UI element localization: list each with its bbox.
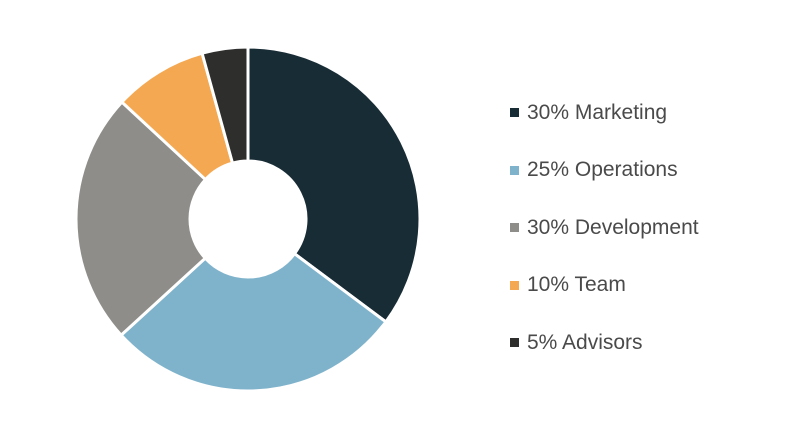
legend-label: 10% Team xyxy=(527,273,626,297)
slice-operations xyxy=(119,251,388,393)
legend-label: 30% Marketing xyxy=(527,100,668,124)
legend-swatch xyxy=(510,338,519,348)
slice-development xyxy=(74,99,208,338)
legend-item-advisors: 5% Advisors xyxy=(510,314,699,372)
legend-item-development: 30% Development xyxy=(510,199,699,257)
legend-item-marketing: 30% Marketing xyxy=(510,84,699,142)
slice-advisors xyxy=(200,45,250,165)
slice-marketing xyxy=(246,45,422,324)
legend-label: 25% Operations xyxy=(527,158,678,182)
legend-swatch xyxy=(510,280,519,290)
legend-label: 5% Advisors xyxy=(527,330,643,354)
legend-item-team: 10% Team xyxy=(510,257,699,315)
legend: 30% Marketing 25% Operations 30% Develop… xyxy=(510,84,699,372)
legend-swatch xyxy=(510,108,519,118)
legend-swatch xyxy=(510,165,519,175)
legend-swatch xyxy=(510,223,519,233)
legend-label: 30% Development xyxy=(527,215,699,239)
legend-item-operations: 25% Operations xyxy=(510,142,699,200)
